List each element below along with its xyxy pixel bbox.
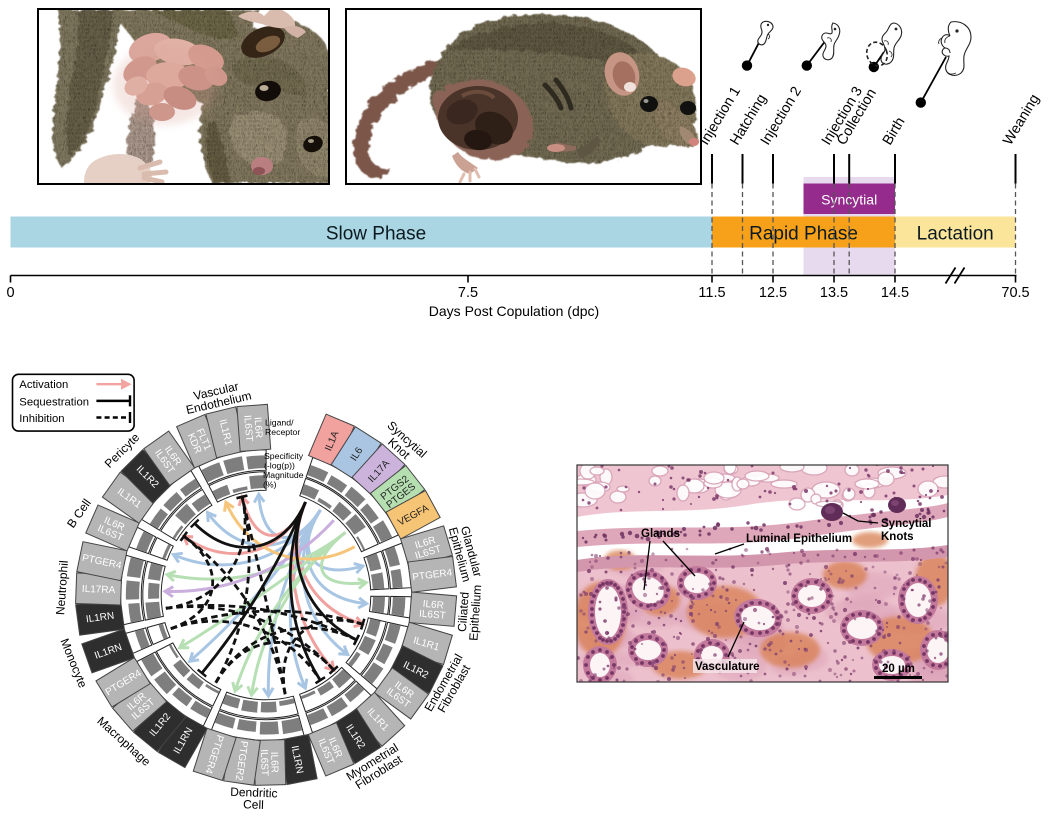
svg-text:13.5: 13.5: [820, 285, 848, 301]
svg-text:11.5: 11.5: [698, 285, 725, 301]
svg-text:IL6RIL6ST: IL6RIL6ST: [241, 414, 264, 442]
svg-text:IL1RN: IL1RN: [289, 745, 305, 775]
svg-text:Lactation: Lactation: [917, 224, 994, 245]
svg-text:Luminal Epithelium: Luminal Epithelium: [746, 533, 852, 545]
svg-text:IL17RA: IL17RA: [82, 584, 116, 596]
svg-text:Slow Phase: Slow Phase: [326, 224, 426, 245]
svg-text:Vasculature: Vasculature: [695, 661, 760, 673]
svg-text:Glands: Glands: [641, 528, 680, 540]
svg-text:Activation: Activation: [19, 379, 68, 391]
svg-text:Inhibition: Inhibition: [19, 413, 64, 425]
svg-text:Days Post Copulation (dpc): Days Post Copulation (dpc): [429, 303, 599, 319]
svg-text:Neutrophil: Neutrophil: [53, 560, 71, 616]
svg-text:Magnitude(%): Magnitude (%): [263, 470, 304, 490]
svg-text:Rapid Phase: Rapid Phase: [749, 224, 858, 245]
svg-text:20 µm: 20 µm: [882, 663, 915, 675]
svg-text:Specificity(-log(p)): Specificity (-log(p)): [264, 451, 304, 471]
svg-text:0: 0: [6, 285, 14, 301]
svg-text:IL6RIL6ST: IL6RIL6ST: [258, 749, 280, 776]
svg-text:CiliatedEpithelium: CiliatedEpithelium: [454, 583, 484, 641]
svg-text:IL6RIL6ST: IL6RIL6ST: [419, 599, 447, 622]
svg-text:12.5: 12.5: [759, 285, 787, 301]
svg-text:7.5: 7.5: [458, 285, 478, 301]
svg-text:Syncytial: Syncytial: [821, 192, 877, 208]
svg-text:DendriticCell: DendriticCell: [230, 785, 278, 813]
svg-text:IL1RN: IL1RN: [85, 611, 115, 626]
svg-text:Sequestration: Sequestration: [19, 396, 89, 408]
svg-text:Syncytial: Syncytial: [881, 518, 932, 530]
svg-text:Ligand/Receptor: Ligand/Receptor: [265, 418, 300, 438]
svg-text:IL6RIL6ST: IL6RIL6ST: [152, 442, 185, 476]
svg-text:PTGER4: PTGER4: [412, 567, 453, 583]
svg-text:70.5: 70.5: [1001, 285, 1029, 301]
svg-text:14.5: 14.5: [881, 285, 909, 301]
svg-text:Knots: Knots: [881, 531, 914, 543]
